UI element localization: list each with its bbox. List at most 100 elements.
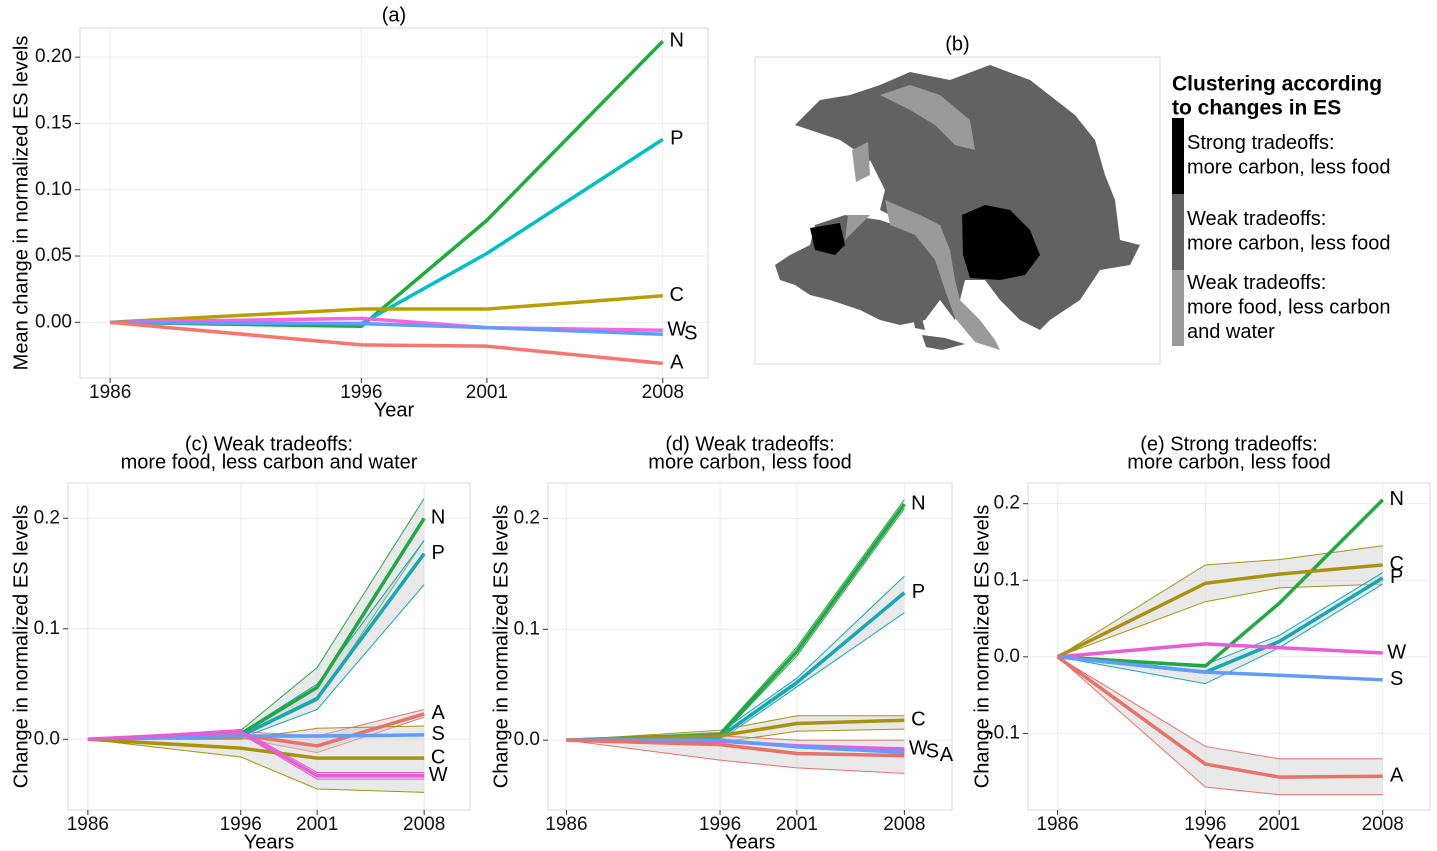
legend-swatch xyxy=(1172,118,1184,194)
series-line xyxy=(110,320,663,336)
x-tick-label: 2001 xyxy=(296,814,338,835)
series-label: N xyxy=(431,507,445,529)
y-tick-label: 0.1 xyxy=(34,618,60,639)
series-label: S xyxy=(926,741,939,763)
legend-title: Clustering according xyxy=(1172,73,1382,96)
ribbon xyxy=(1057,572,1383,684)
series-label: S xyxy=(684,323,697,345)
x-tick-label: 1986 xyxy=(1036,814,1078,835)
x-tick-label: 2008 xyxy=(883,814,925,835)
x-tick-label: 2008 xyxy=(642,382,684,403)
series-label: A xyxy=(670,352,684,374)
legend-title: to changes in ES xyxy=(1172,97,1341,120)
series-line xyxy=(109,320,663,366)
map-region xyxy=(852,142,870,182)
series-line xyxy=(87,733,425,742)
series-line xyxy=(110,316,663,333)
series-line xyxy=(566,718,905,742)
map-region xyxy=(912,312,925,330)
ribbon xyxy=(1057,656,1383,795)
x-tick-label: 1996 xyxy=(220,814,262,835)
series-label: C xyxy=(670,284,684,306)
x-axis-label: Years xyxy=(244,831,294,851)
y-axis-label: Mean change in normalized ES levels xyxy=(10,36,32,371)
legend-label: Weak tradeoffs: xyxy=(1187,272,1326,294)
x-tick-label: 2008 xyxy=(1362,814,1404,835)
x-tick-label: 1986 xyxy=(545,814,587,835)
map-region xyxy=(962,205,1040,280)
series-line xyxy=(566,738,905,758)
series-label: C xyxy=(1389,553,1403,575)
legend-label: Strong tradeoffs: xyxy=(1187,132,1335,154)
series-label: W xyxy=(429,764,448,786)
legend-label: more carbon, less food xyxy=(1187,157,1390,179)
map-region xyxy=(795,65,1140,330)
legend-label: and water xyxy=(1187,321,1275,343)
chart-title: (d) Weak tradeoffs: xyxy=(665,433,834,455)
y-tick-label: 0.10 xyxy=(35,179,72,200)
y-tick-label: 0.15 xyxy=(35,112,72,133)
x-tick-label: 1986 xyxy=(89,382,131,403)
legend-label: Weak tradeoffs: xyxy=(1187,208,1326,230)
map-region xyxy=(922,335,965,350)
chart-title: (c) Weak tradeoffs: xyxy=(185,433,353,455)
chart-title: (e) Strong tradeoffs: xyxy=(1140,433,1318,455)
ribbon xyxy=(87,540,425,740)
y-tick-label: 0.0 xyxy=(34,728,60,749)
series-label: P xyxy=(1390,566,1403,588)
series-label: P xyxy=(431,542,444,564)
series-label: S xyxy=(1390,668,1403,690)
series-line xyxy=(1056,655,1383,779)
series-label: N xyxy=(911,492,925,514)
series-label: C xyxy=(431,746,445,768)
series-label: W xyxy=(667,319,686,341)
series-line xyxy=(1057,498,1384,668)
chart-title: more carbon, less food xyxy=(1127,451,1330,473)
map-region xyxy=(885,200,1000,350)
y-tick-label: 0.20 xyxy=(35,46,72,67)
ribbon xyxy=(566,576,905,741)
legend-swatch xyxy=(1172,270,1184,346)
y-tick-label: 0.1 xyxy=(514,618,540,639)
chart-title: more carbon, less food xyxy=(648,451,851,473)
series-label: N xyxy=(670,30,684,52)
x-tick-label: 1986 xyxy=(67,814,109,835)
y-tick-label: 0.2 xyxy=(994,493,1020,514)
map xyxy=(754,56,1161,365)
x-tick-label: 2008 xyxy=(403,814,445,835)
ribbon xyxy=(87,498,425,740)
x-tick-label: 2001 xyxy=(776,814,818,835)
series-line xyxy=(110,294,663,325)
series-line xyxy=(1057,642,1383,659)
y-tick-label: 0.2 xyxy=(34,507,60,528)
y-tick-label: 0.05 xyxy=(35,245,72,266)
y-tick-label: -0.1 xyxy=(987,722,1020,743)
y-tick-label: 0.2 xyxy=(514,507,540,528)
series-label: S xyxy=(431,723,444,745)
series-label: A xyxy=(431,702,445,724)
y-tick-label: 0.0 xyxy=(994,646,1020,667)
map-region xyxy=(880,85,975,150)
ribbon-edge xyxy=(566,715,905,741)
y-axis-label: Change in normalized ES levels xyxy=(971,505,993,789)
y-tick-label: 0.00 xyxy=(35,311,72,332)
series-label: N xyxy=(1389,488,1403,510)
plot-panel xyxy=(67,482,471,811)
y-tick-label: 0.0 xyxy=(514,729,540,750)
series-label: W xyxy=(909,737,928,759)
map-region xyxy=(810,223,845,255)
series-label: P xyxy=(670,128,683,150)
x-axis-label: Years xyxy=(725,831,775,851)
x-axis-label: Years xyxy=(1204,831,1254,851)
legend-label: more carbon, less food xyxy=(1187,233,1390,255)
map-region xyxy=(845,215,870,240)
series-label: P xyxy=(912,581,925,603)
series-line xyxy=(1057,655,1383,682)
ribbon-edge xyxy=(566,739,905,774)
chart-title: (a) xyxy=(382,4,406,26)
x-tick-label: 2001 xyxy=(466,382,508,403)
ribbon xyxy=(87,709,425,753)
series-label: A xyxy=(1390,765,1404,787)
ribbon-edge xyxy=(87,738,425,793)
